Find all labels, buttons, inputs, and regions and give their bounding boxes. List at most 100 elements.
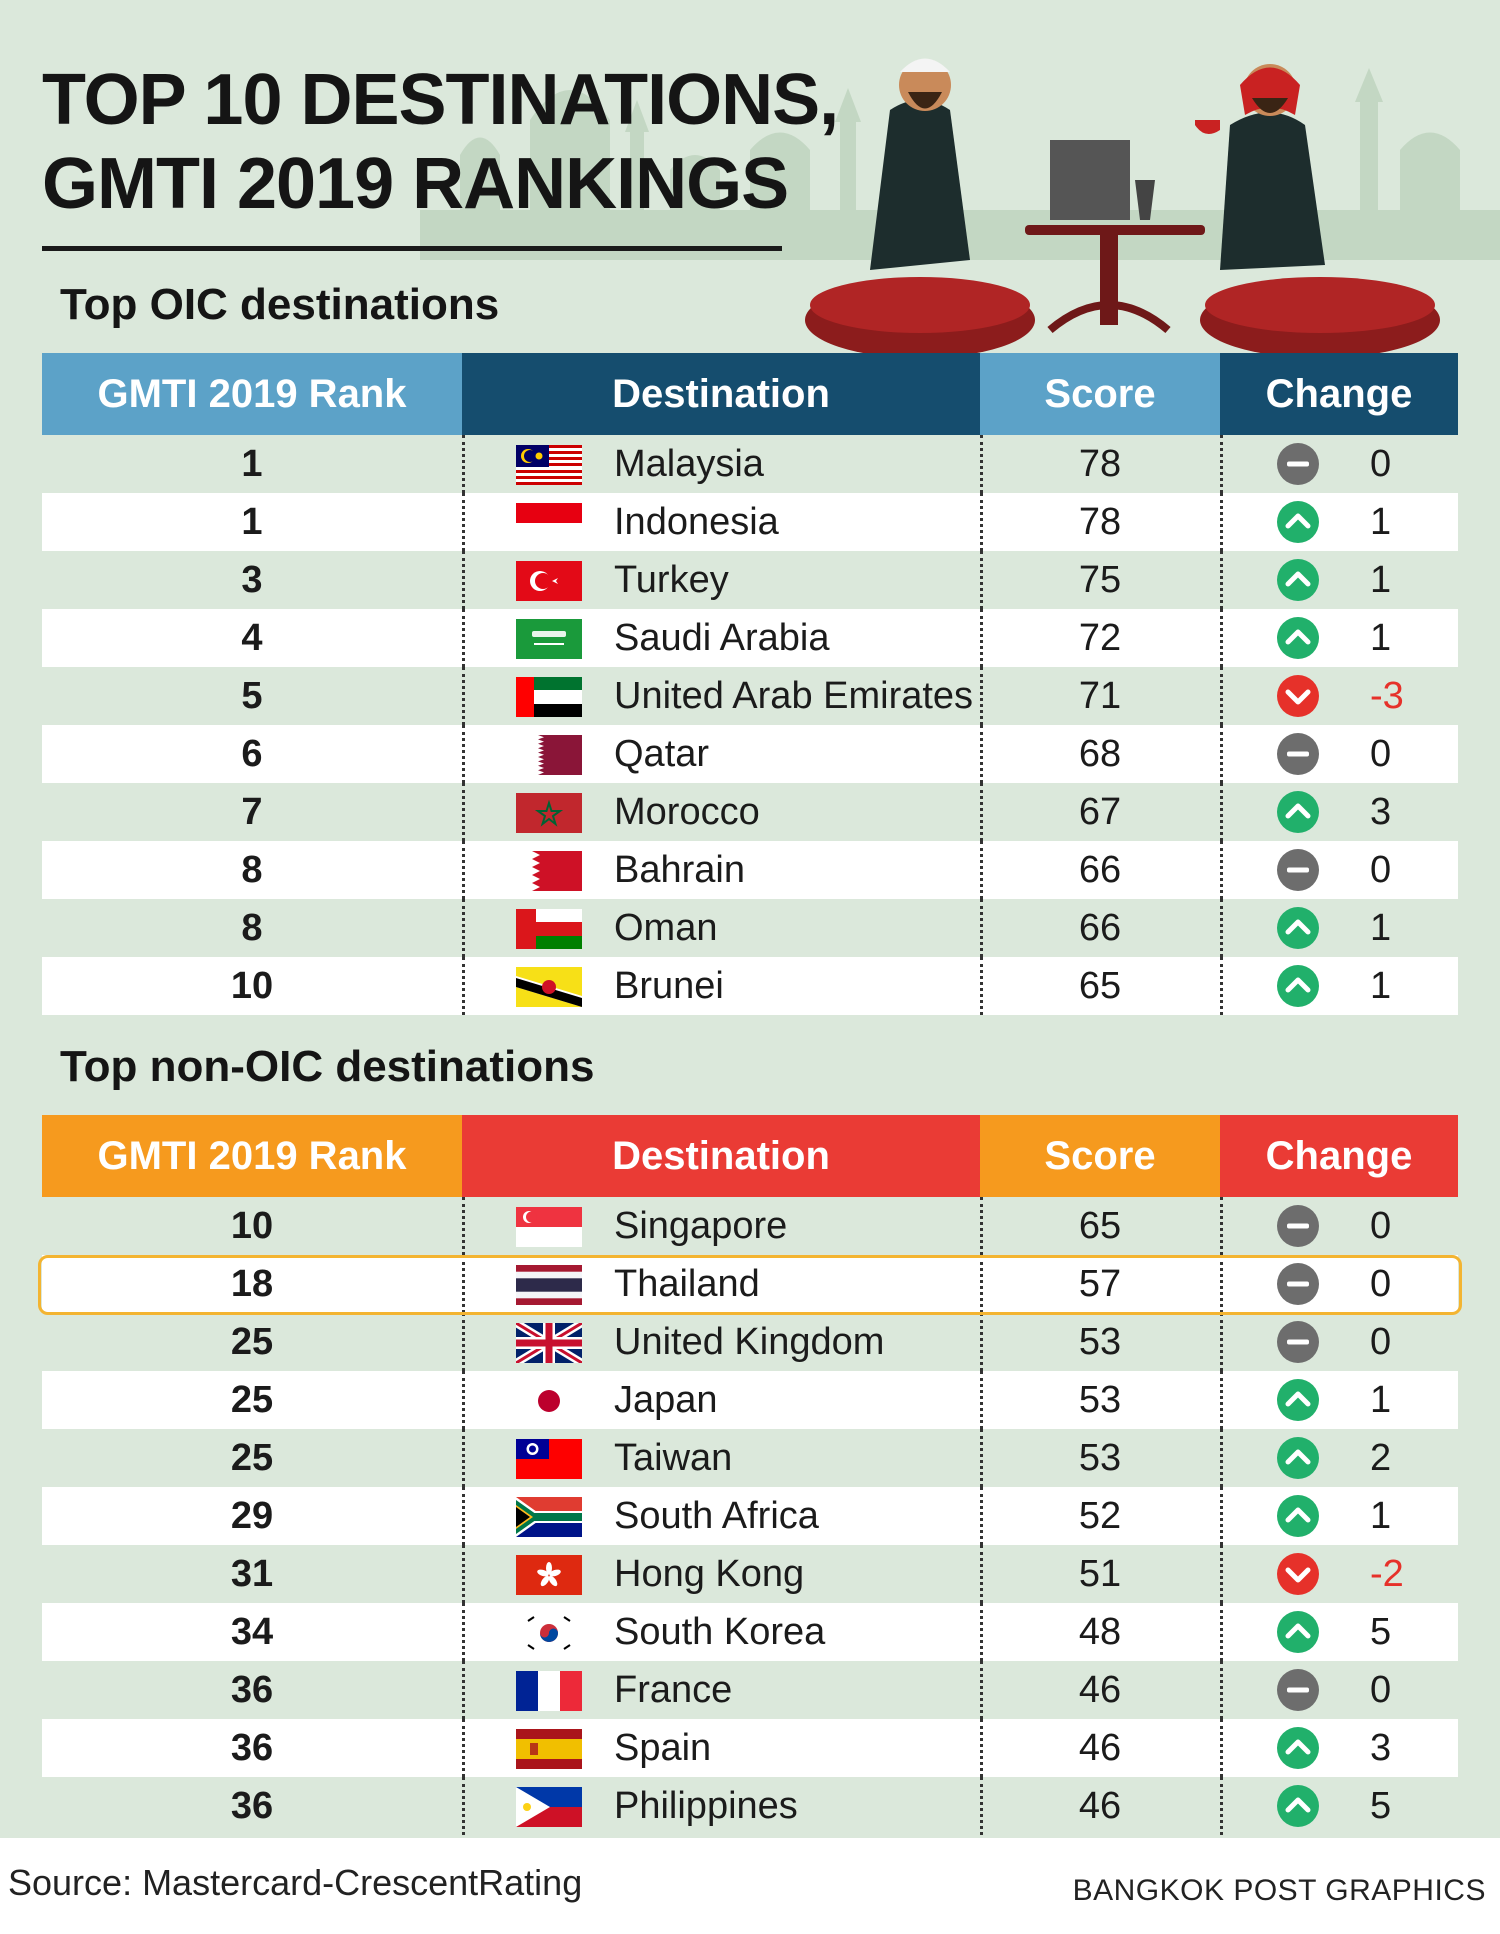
philippines-flag bbox=[516, 1787, 582, 1827]
column-divider bbox=[462, 1313, 465, 1371]
japan-flag bbox=[516, 1381, 582, 1421]
uae-flag bbox=[516, 677, 582, 717]
score-cell: 46 bbox=[1078, 1726, 1122, 1769]
oic-table-header: GMTI 2019 Rank Destination Score Change bbox=[42, 353, 1458, 435]
column-divider bbox=[462, 667, 465, 725]
oman-flag bbox=[516, 909, 582, 949]
rank-cell: 10 bbox=[230, 1204, 274, 1247]
arrow-up-icon bbox=[1276, 1726, 1320, 1770]
rank-cell: 31 bbox=[230, 1552, 274, 1595]
column-divider bbox=[980, 667, 983, 725]
destination-cell: Japan bbox=[614, 1378, 718, 1421]
score-cell: 51 bbox=[1078, 1552, 1122, 1595]
column-divider bbox=[1220, 841, 1223, 899]
column-divider bbox=[462, 1487, 465, 1545]
rank-cell: 34 bbox=[230, 1610, 274, 1653]
column-divider bbox=[462, 1777, 465, 1835]
column-divider bbox=[462, 551, 465, 609]
column-divider bbox=[462, 783, 465, 841]
column-divider bbox=[462, 1661, 465, 1719]
bahrain-flag bbox=[516, 851, 582, 891]
change-cell: 0 bbox=[1370, 1262, 1392, 1305]
rank-cell: 8 bbox=[241, 906, 263, 949]
table-row: 3 Turkey 75 1 bbox=[42, 551, 1458, 609]
page-title: TOP 10 DESTINATIONS, GMTI 2019 RANKINGS bbox=[42, 58, 839, 226]
column-divider bbox=[1220, 1487, 1223, 1545]
rank-cell: 18 bbox=[230, 1262, 274, 1305]
column-divider bbox=[1220, 1603, 1223, 1661]
arrow-down-icon bbox=[1276, 674, 1320, 718]
arrow-up-icon bbox=[1276, 1494, 1320, 1538]
column-divider bbox=[1220, 1545, 1223, 1603]
destination-cell: South Korea bbox=[614, 1610, 826, 1653]
change-cell: 1 bbox=[1370, 1494, 1392, 1537]
score-cell: 65 bbox=[1078, 964, 1122, 1007]
score-cell: 57 bbox=[1078, 1262, 1122, 1305]
table-row: 18 Thailand 57 0 bbox=[42, 1255, 1458, 1313]
score-cell: 66 bbox=[1078, 906, 1122, 949]
uk-flag bbox=[516, 1323, 582, 1363]
table-row: 29 South Africa 52 1 bbox=[42, 1487, 1458, 1545]
rank-cell: 1 bbox=[241, 442, 263, 485]
turkey-flag bbox=[516, 561, 582, 601]
score-cell: 66 bbox=[1078, 848, 1122, 891]
oic-section-heading: Top OIC destinations bbox=[60, 280, 500, 329]
table-row: 10 Singapore 65 0 bbox=[42, 1197, 1458, 1255]
change-cell: 1 bbox=[1370, 906, 1392, 949]
column-divider bbox=[980, 1487, 983, 1545]
arrow-down-icon bbox=[1276, 1552, 1320, 1596]
rank-column-header: GMTI 2019 Rank bbox=[42, 353, 462, 435]
table-row: 31 Hong Kong 51 -2 bbox=[42, 1545, 1458, 1603]
change-cell: 0 bbox=[1370, 848, 1392, 891]
column-divider bbox=[980, 783, 983, 841]
column-divider bbox=[1220, 435, 1223, 493]
change-column-header: Change bbox=[1220, 1115, 1458, 1197]
column-divider bbox=[980, 1603, 983, 1661]
column-divider bbox=[980, 841, 983, 899]
destination-cell: Turkey bbox=[614, 558, 729, 601]
singapore-flag bbox=[516, 1207, 582, 1247]
tea-drinkers-illustration bbox=[805, 58, 1440, 358]
score-cell: 71 bbox=[1078, 674, 1122, 717]
column-divider bbox=[1220, 1661, 1223, 1719]
change-cell: 1 bbox=[1370, 616, 1392, 659]
change-cell: 0 bbox=[1370, 1668, 1392, 1711]
destination-cell: South Africa bbox=[614, 1494, 819, 1537]
title-line-2: GMTI 2019 RANKINGS bbox=[42, 144, 789, 224]
rank-cell: 7 bbox=[241, 790, 263, 833]
oic-table-body: 1 Malaysia 78 0 1 Indonesia 78 1 3 Turkey 75 1 4 Saud… bbox=[42, 435, 1458, 1015]
title-line-1: TOP 10 DESTINATIONS, bbox=[42, 60, 839, 140]
destination-cell: Saudi Arabia bbox=[614, 616, 830, 659]
change-column-header: Change bbox=[1220, 353, 1458, 435]
rank-column-header: GMTI 2019 Rank bbox=[42, 1115, 462, 1197]
south-korea-flag bbox=[516, 1613, 582, 1653]
nonoic-section-heading: Top non-OIC destinations bbox=[60, 1042, 595, 1091]
rank-cell: 25 bbox=[230, 1378, 274, 1421]
no-change-icon bbox=[1276, 1204, 1320, 1248]
column-divider bbox=[980, 1661, 983, 1719]
spain-flag bbox=[516, 1729, 582, 1769]
arrow-up-icon bbox=[1276, 790, 1320, 834]
column-divider bbox=[462, 841, 465, 899]
column-divider bbox=[980, 957, 983, 1015]
south-africa-flag bbox=[516, 1497, 582, 1537]
column-divider bbox=[462, 435, 465, 493]
column-divider bbox=[462, 1371, 465, 1429]
destination-cell: Bahrain bbox=[614, 848, 745, 891]
column-divider bbox=[980, 1719, 983, 1777]
thailand-highlight-box bbox=[38, 1255, 1462, 1315]
rank-cell: 3 bbox=[241, 558, 263, 601]
column-divider bbox=[1220, 551, 1223, 609]
no-change-icon bbox=[1276, 1668, 1320, 1712]
score-cell: 72 bbox=[1078, 616, 1122, 659]
no-change-icon bbox=[1276, 1320, 1320, 1364]
score-cell: 78 bbox=[1078, 500, 1122, 543]
column-divider bbox=[980, 899, 983, 957]
column-divider bbox=[1220, 1719, 1223, 1777]
malaysia-flag bbox=[516, 445, 582, 485]
table-row: 25 Japan 53 1 bbox=[42, 1371, 1458, 1429]
destination-cell: Hong Kong bbox=[614, 1552, 805, 1595]
rank-cell: 36 bbox=[230, 1668, 274, 1711]
column-divider bbox=[462, 1545, 465, 1603]
rank-cell: 36 bbox=[230, 1784, 274, 1827]
